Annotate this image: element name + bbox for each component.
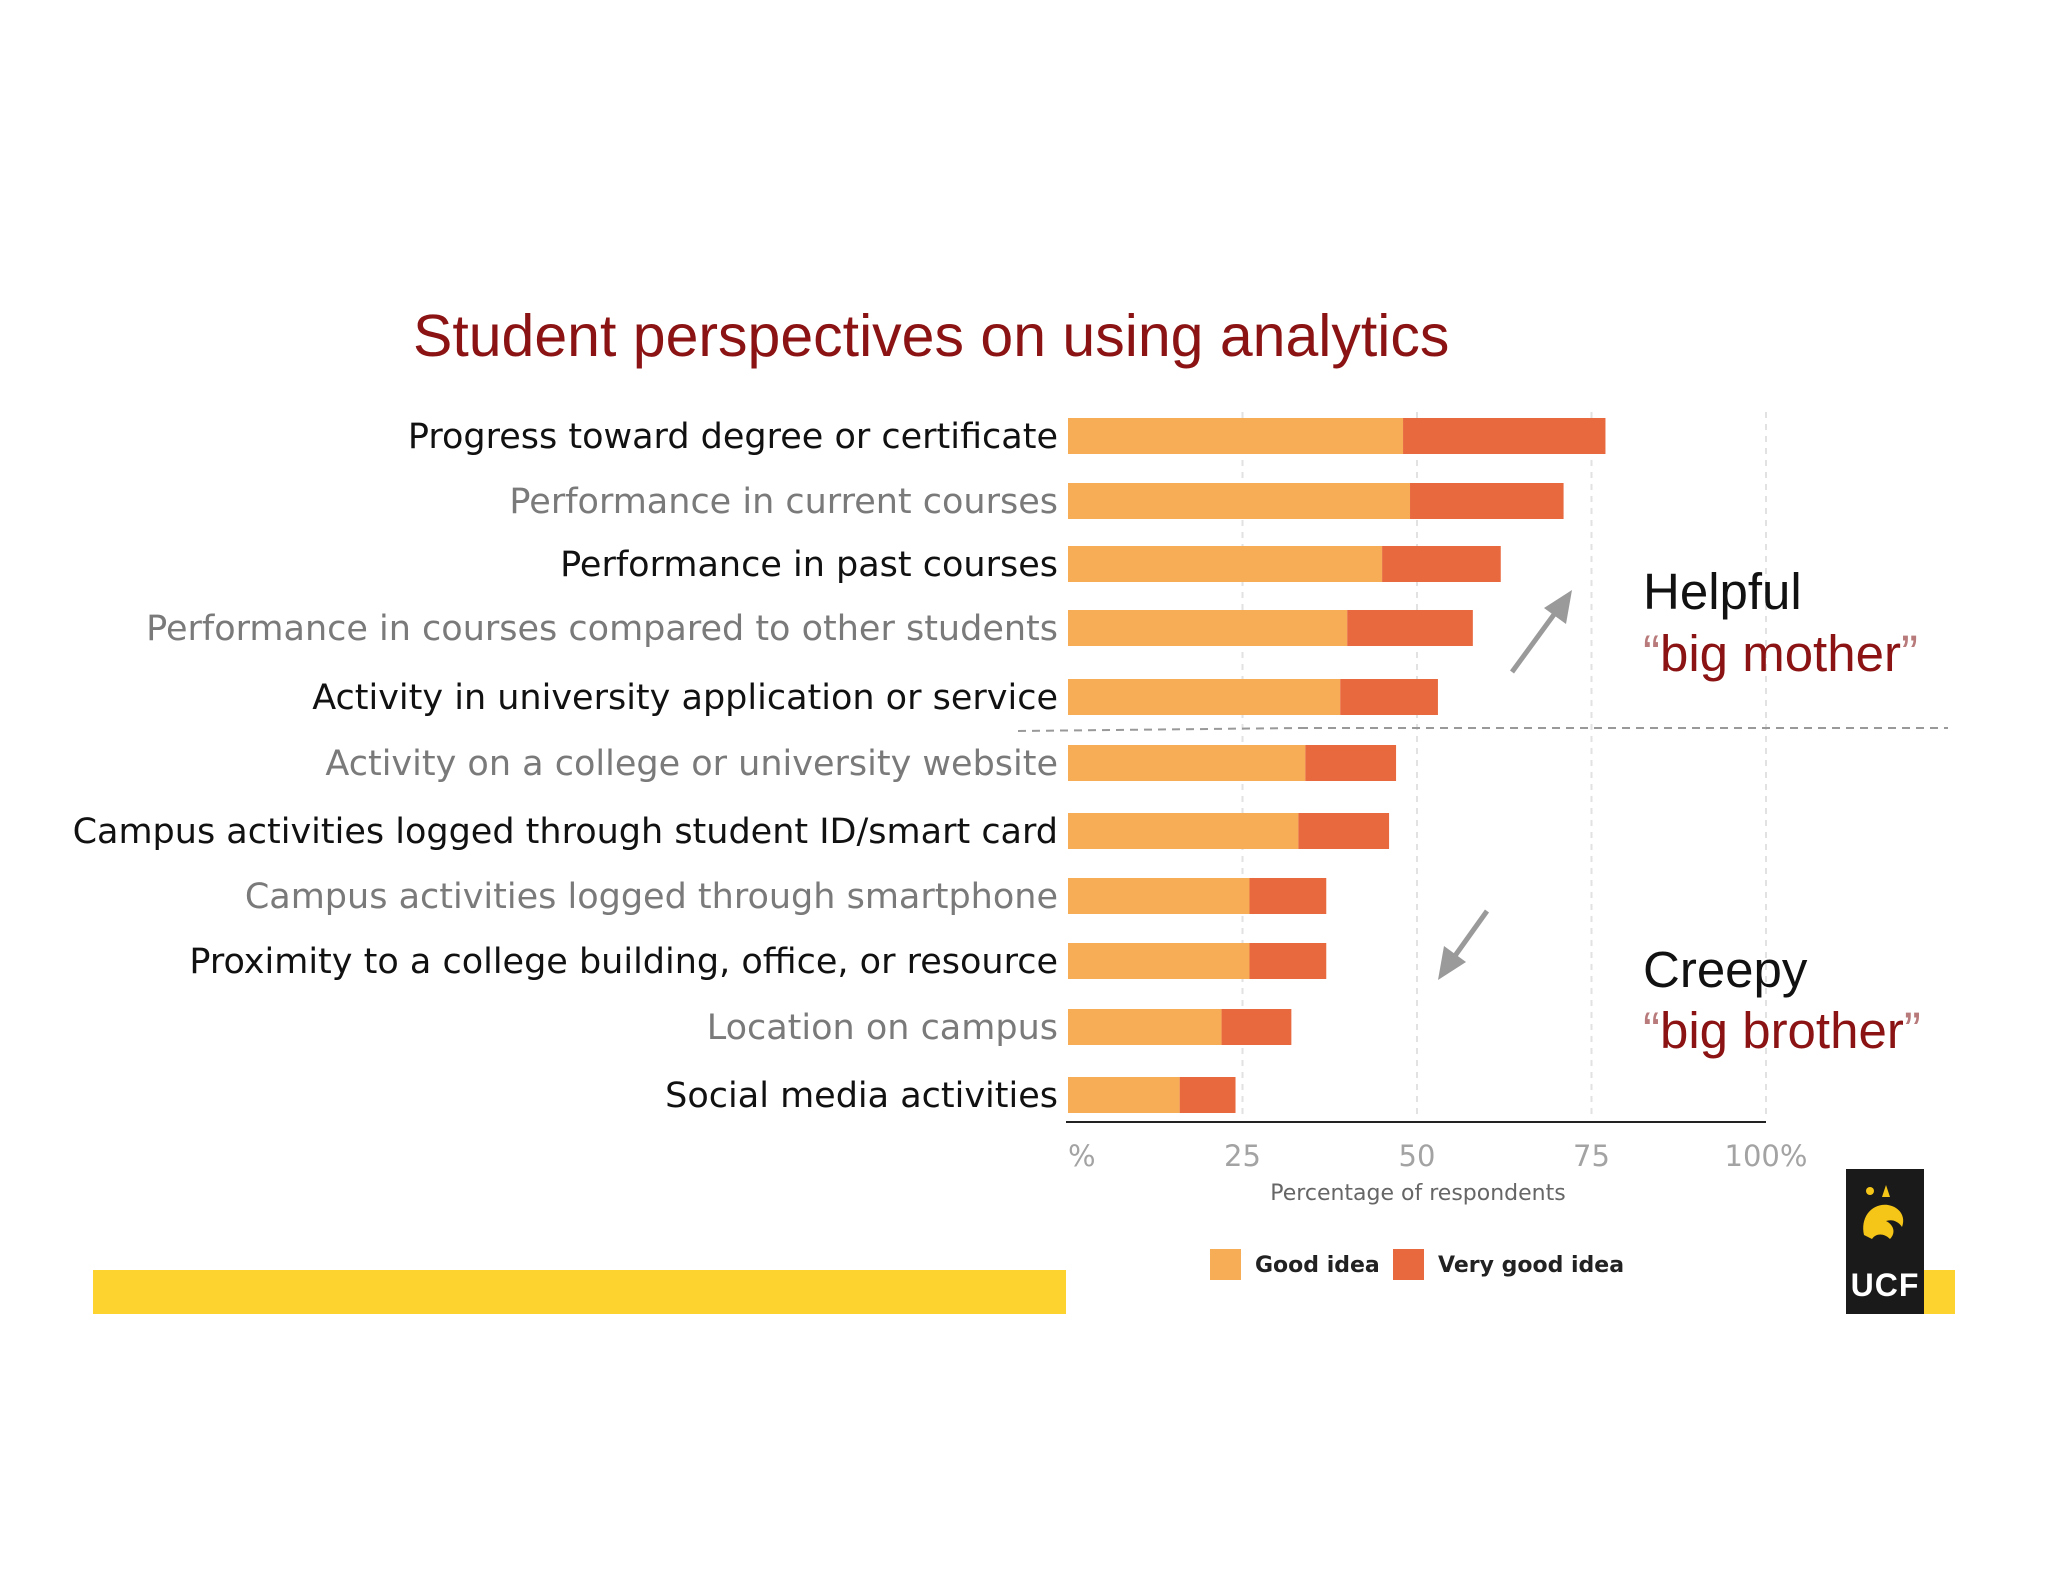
category-label: Performance in current courses	[509, 482, 1058, 522]
category-label: Activity on a college or university webs…	[325, 744, 1058, 784]
tick-label: 25	[1224, 1139, 1261, 1173]
footer-band-right	[1922, 1270, 1955, 1314]
helpful-heading: Helpful	[1643, 563, 1802, 620]
category-label: Progress toward degree or certificate	[408, 417, 1058, 457]
slide-title: Student perspectives on using analytics	[413, 303, 1450, 369]
bar-segment	[1221, 1009, 1292, 1045]
arrow-up-icon	[1509, 590, 1572, 674]
creepy-quote-text: big brother	[1659, 1002, 1904, 1059]
legend-swatch	[1393, 1249, 1424, 1280]
category-label: Performance in courses compared to other…	[146, 609, 1058, 649]
creepy-heading: Creepy	[1643, 941, 1808, 998]
legend-label: Very good idea	[1438, 1253, 1624, 1278]
helpful-quote: “big mother”	[1643, 625, 1918, 682]
bar-segment	[1249, 943, 1327, 979]
category-label: Performance in past courses	[560, 545, 1058, 585]
bar-segment	[1403, 418, 1606, 454]
category-label: Campus activities logged through smartph…	[245, 877, 1058, 917]
bar-segment	[1068, 610, 1348, 646]
tick-label: 75	[1573, 1139, 1610, 1173]
bar-segment	[1179, 1077, 1236, 1113]
category-label: Proximity to a college building, office,…	[189, 942, 1058, 982]
category-label: Campus activities logged through student…	[73, 812, 1058, 852]
bar-segment	[1340, 679, 1438, 715]
tick-label: 100%	[1725, 1139, 1808, 1173]
arrow-down-icon	[1438, 909, 1490, 980]
bar-segment	[1249, 878, 1327, 914]
x-axis-title: Percentage of respondents	[1270, 1181, 1565, 1206]
bar-segment	[1068, 1009, 1222, 1045]
bar-segment	[1068, 745, 1306, 781]
divider-line-left	[1017, 727, 1301, 732]
bar-segment	[1305, 745, 1397, 781]
footer-band	[93, 1270, 1066, 1314]
helpful-quote-text: big mother	[1659, 625, 1901, 682]
bar-segment	[1068, 679, 1341, 715]
tick-label: 50	[1399, 1139, 1436, 1173]
bar-segment	[1382, 546, 1501, 582]
legend-swatch	[1210, 1249, 1241, 1280]
category-label: Location on campus	[707, 1008, 1058, 1048]
tick-label: %	[1068, 1139, 1096, 1173]
pegasus-icon	[1863, 1185, 1904, 1239]
logo-text: UCF	[1850, 1267, 1920, 1303]
ucf-logo: UCF	[1846, 1169, 1924, 1314]
bar-segment	[1068, 813, 1299, 849]
bar-segment	[1410, 483, 1564, 519]
legend-label: Good idea	[1255, 1253, 1380, 1278]
bar-segment	[1068, 483, 1411, 519]
creepy-quote: “big brother”	[1643, 1002, 1921, 1059]
category-label: Activity in university application or se…	[312, 678, 1058, 718]
bar-segment	[1068, 1077, 1180, 1113]
bar-segment	[1068, 418, 1404, 454]
bar-segment	[1068, 546, 1383, 582]
bar-segment	[1068, 943, 1250, 979]
bar-segment	[1068, 878, 1250, 914]
bar-segment	[1298, 813, 1390, 849]
category-label: Social media activities	[665, 1076, 1058, 1116]
bar-segment	[1347, 610, 1473, 646]
